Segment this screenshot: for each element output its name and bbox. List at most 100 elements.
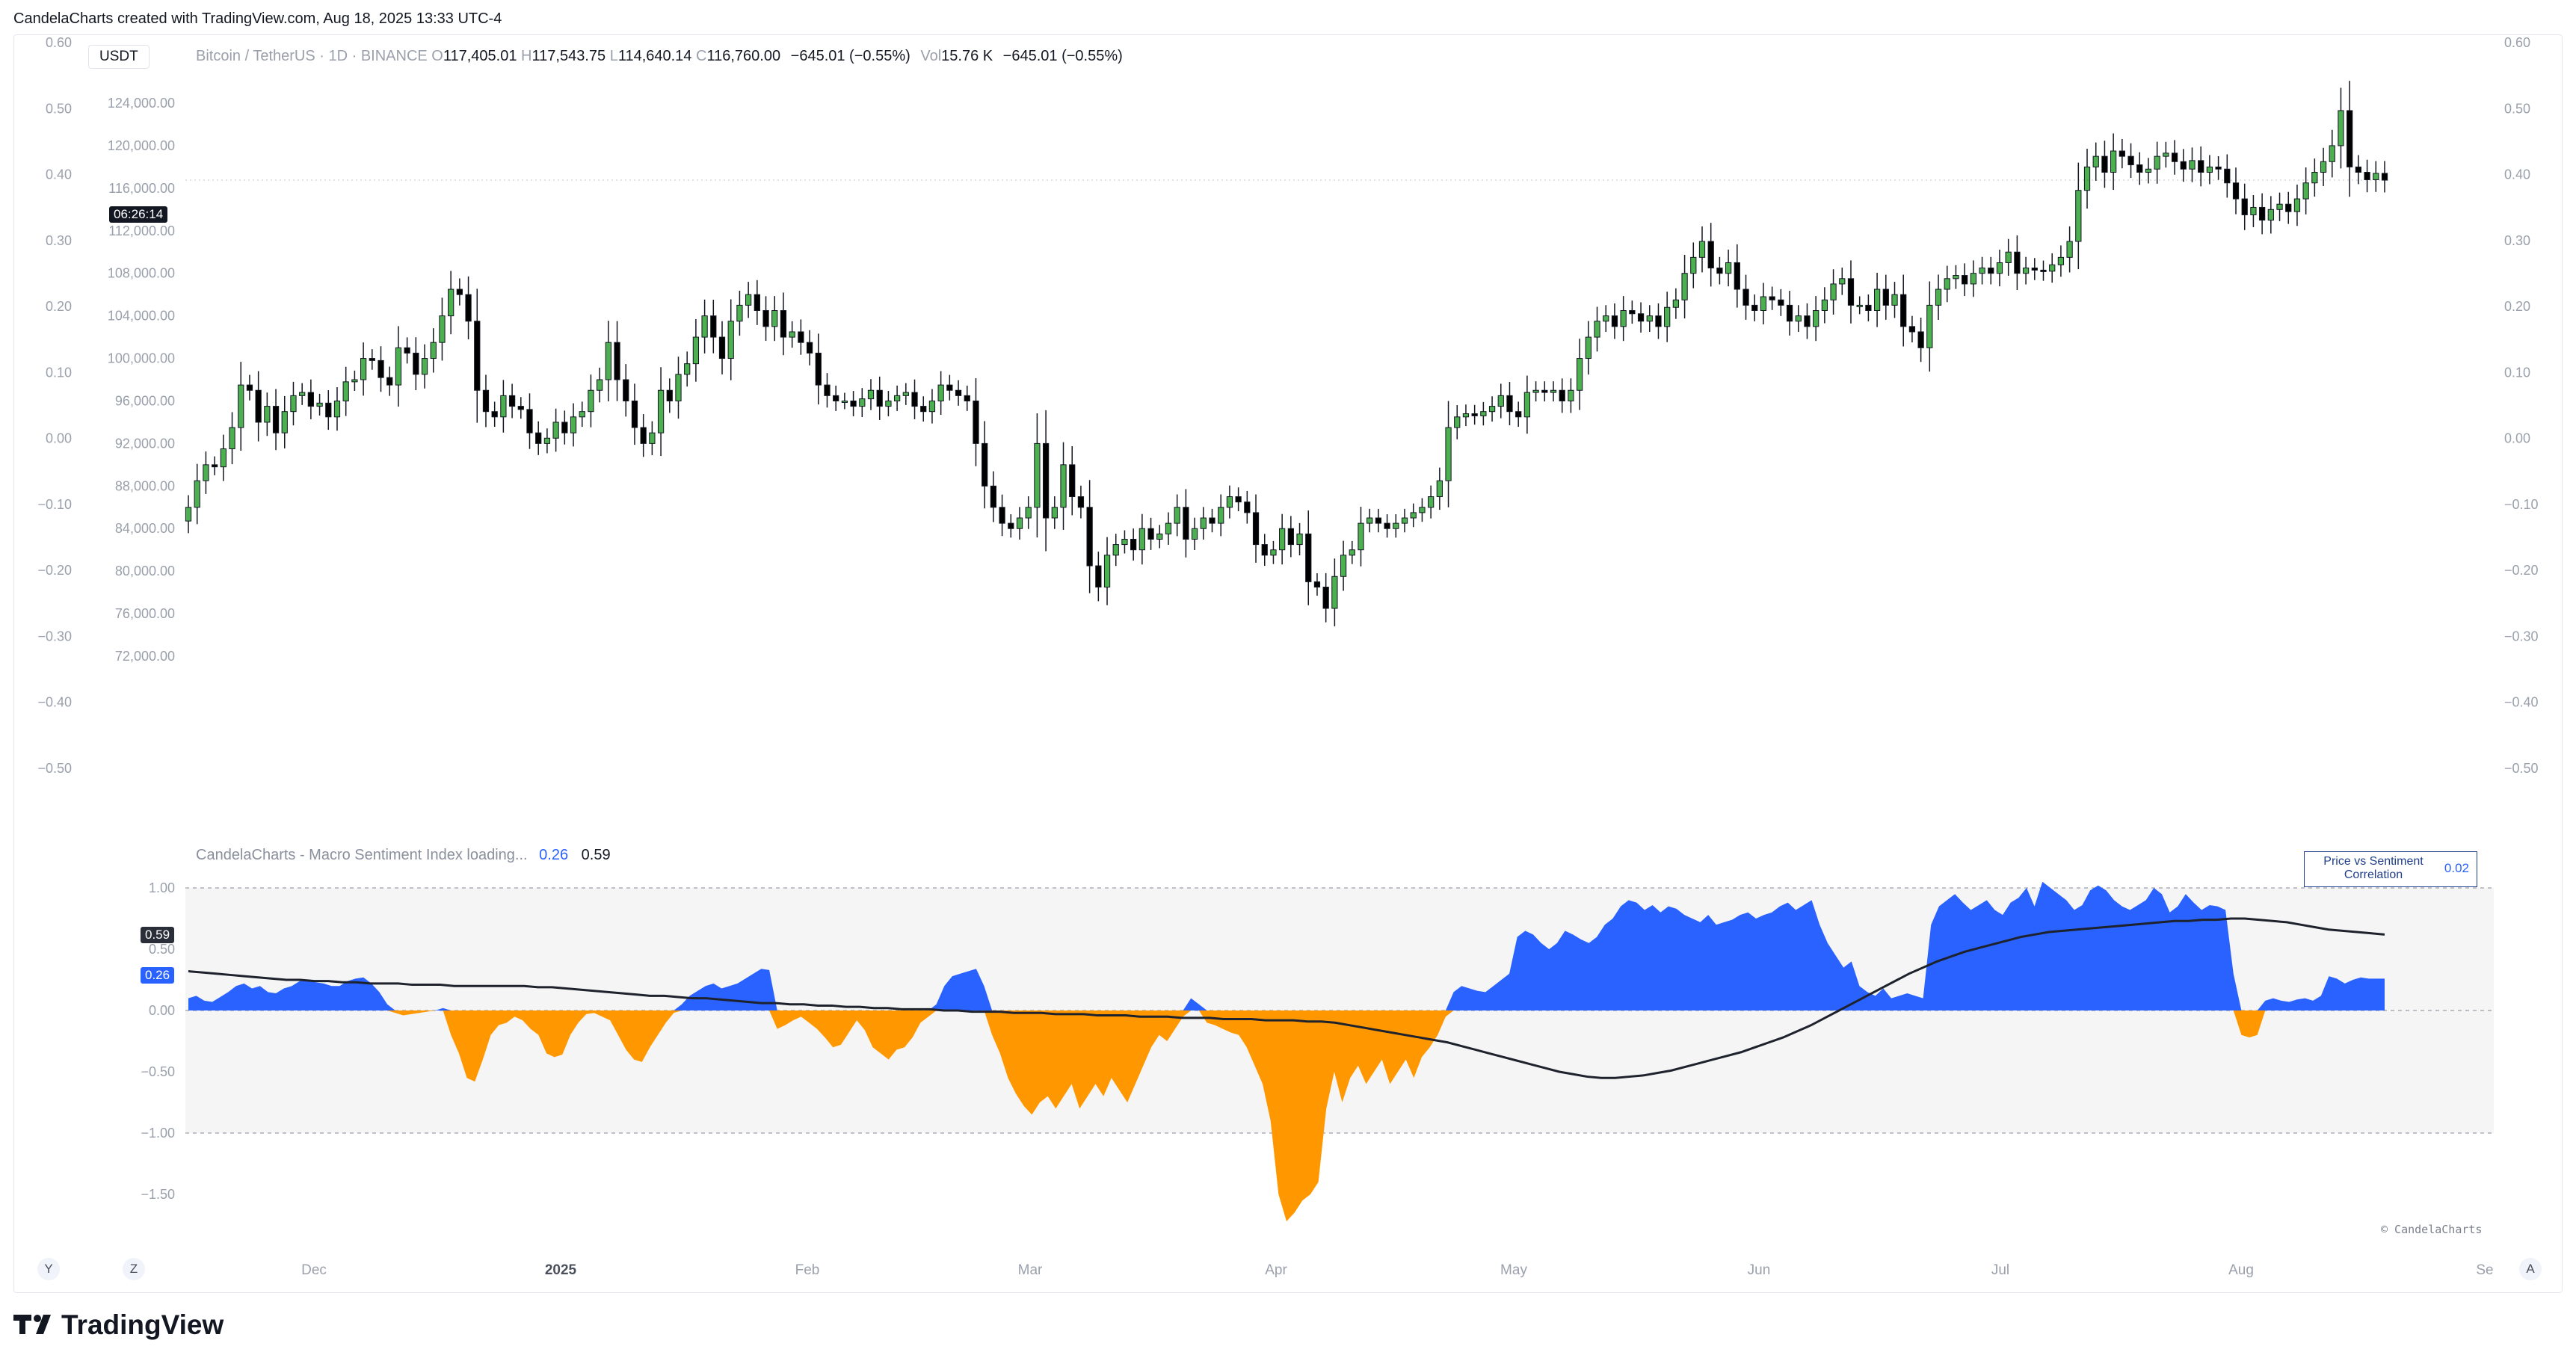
candle-bull bbox=[1795, 315, 1802, 322]
time-axis-tick: Mar bbox=[1018, 1262, 1043, 1278]
candle-bear bbox=[474, 321, 481, 391]
price-axis-tick: 116,000.00 bbox=[108, 181, 175, 196]
candle-bear bbox=[2355, 166, 2362, 173]
legend-open-value: 117,405.01 bbox=[443, 48, 517, 64]
legend-volume-change: −645.01 (−0.55%) bbox=[1002, 48, 1123, 64]
price-axis-tick: 72,000.00 bbox=[115, 649, 175, 664]
candle-bear bbox=[666, 389, 673, 401]
candle-bear bbox=[798, 331, 804, 343]
candle-bear bbox=[1734, 262, 1740, 290]
candle-bull bbox=[885, 400, 892, 407]
candle-bear bbox=[1086, 507, 1093, 567]
legend-volume-value: 15.76 K bbox=[941, 48, 993, 64]
indicator-name[interactable]: CandelaCharts - Macro Sentiment Index lo… bbox=[196, 847, 528, 863]
right-scale-tick: −0.10 bbox=[2504, 497, 2539, 512]
candle-bear bbox=[1655, 315, 1662, 327]
correlation-title: Price vs Sentiment Correlation bbox=[2323, 855, 2424, 881]
candle-bull bbox=[1935, 288, 1942, 306]
candle-bear bbox=[1637, 313, 1645, 322]
candle-bull bbox=[1226, 496, 1233, 508]
right-scale-tick: 0.10 bbox=[2504, 365, 2530, 380]
candle-bull bbox=[605, 342, 611, 380]
candle-bear bbox=[1988, 268, 1994, 274]
candle-bear bbox=[255, 389, 262, 423]
candle-bear bbox=[2232, 182, 2240, 200]
candle-bear bbox=[631, 400, 638, 428]
tradingview-logo: TradingView bbox=[13, 1309, 224, 1342]
tradingview-logo-text: TradingView bbox=[61, 1309, 224, 1340]
legend-close-label: C bbox=[696, 48, 707, 64]
tradingview-logo-icon bbox=[13, 1311, 57, 1342]
candle-bull bbox=[789, 331, 795, 338]
candle-bear bbox=[718, 336, 726, 360]
indicator-axis-tick: 0.50 bbox=[149, 942, 175, 957]
candle-bull bbox=[2092, 155, 2099, 167]
candle-bear bbox=[535, 432, 542, 444]
time-axis-tick: Feb bbox=[795, 1262, 820, 1278]
indicator-legend: CandelaCharts - Macro Sentiment Index lo… bbox=[196, 847, 611, 864]
candle-bull bbox=[2110, 150, 2117, 173]
candle-bear bbox=[2014, 251, 2021, 274]
candle-bear bbox=[1769, 296, 1775, 300]
candle-bear bbox=[465, 294, 472, 322]
candle-bear bbox=[526, 409, 533, 433]
right-scale-tick: −0.40 bbox=[2504, 695, 2539, 710]
candle-bear bbox=[1147, 528, 1154, 540]
candle-bear bbox=[561, 422, 568, 433]
candle-bear bbox=[1908, 326, 1916, 333]
time-axis-tick: Jul bbox=[1991, 1262, 2009, 1278]
candle-bull bbox=[1664, 306, 1671, 327]
candle-bull bbox=[1296, 533, 1303, 546]
candle-bear bbox=[1287, 528, 1294, 546]
candle-bull bbox=[1454, 416, 1461, 428]
candle-bull bbox=[185, 507, 192, 522]
candle-bear bbox=[1751, 304, 1758, 311]
candle-bull bbox=[657, 389, 665, 433]
correlation-table: Price vs Sentiment Correlation 0.02 bbox=[2304, 851, 2477, 887]
candle-bull bbox=[194, 480, 200, 508]
z-axis-button[interactable]: Z bbox=[123, 1258, 145, 1280]
currency-label[interactable]: USDT bbox=[88, 45, 150, 69]
candle-bull bbox=[1550, 389, 1557, 393]
candle-bear bbox=[999, 507, 1005, 524]
candle-bull bbox=[1497, 395, 1504, 407]
time-axis-tick: Dec bbox=[301, 1262, 327, 1278]
candle-bull bbox=[893, 395, 901, 401]
candle-bull bbox=[1532, 389, 1539, 393]
legend-symbol[interactable]: Bitcoin / TetherUS · 1D · BINANCE bbox=[196, 48, 428, 64]
candle-bear bbox=[850, 400, 857, 407]
candle-bear bbox=[1506, 395, 1513, 413]
price-axis-tick: 92,000.00 bbox=[115, 436, 175, 451]
y-axis-button[interactable]: Y bbox=[37, 1258, 60, 1280]
candle-bear bbox=[780, 310, 787, 338]
candle-bull bbox=[342, 381, 349, 401]
candle-bull bbox=[430, 342, 437, 360]
candle-bear bbox=[876, 389, 883, 407]
candle-bull bbox=[1594, 321, 1600, 338]
candle-bull bbox=[675, 374, 682, 401]
candle-bull bbox=[543, 437, 551, 444]
candle-bull bbox=[1725, 262, 1732, 274]
candle-bull bbox=[1672, 299, 1680, 308]
candle-bear bbox=[614, 342, 620, 380]
candle-bear bbox=[325, 402, 332, 418]
indicator-axis-tick: 0.00 bbox=[149, 1003, 175, 1018]
right-scale-tick: 0.20 bbox=[2504, 299, 2530, 314]
auto-scale-button[interactable]: A bbox=[2519, 1258, 2542, 1280]
right-scale-tick: −0.30 bbox=[2504, 629, 2539, 644]
candle-bear bbox=[1471, 413, 1478, 416]
right-scale-tick: 0.40 bbox=[2504, 167, 2530, 182]
candle-bull bbox=[229, 427, 235, 449]
candle-bull bbox=[841, 400, 848, 403]
candle-bear bbox=[1515, 411, 1522, 418]
candle-bull bbox=[1856, 304, 1863, 307]
candle-bull bbox=[1034, 442, 1041, 508]
candle-bull bbox=[1436, 480, 1443, 498]
price-axis-tick: 84,000.00 bbox=[115, 521, 175, 536]
candle-bear bbox=[272, 406, 280, 433]
candle-bull bbox=[1603, 315, 1609, 322]
candle-bull bbox=[867, 389, 875, 400]
candle-bull bbox=[281, 411, 288, 433]
price-axis-tick: 76,000.00 bbox=[115, 606, 175, 621]
